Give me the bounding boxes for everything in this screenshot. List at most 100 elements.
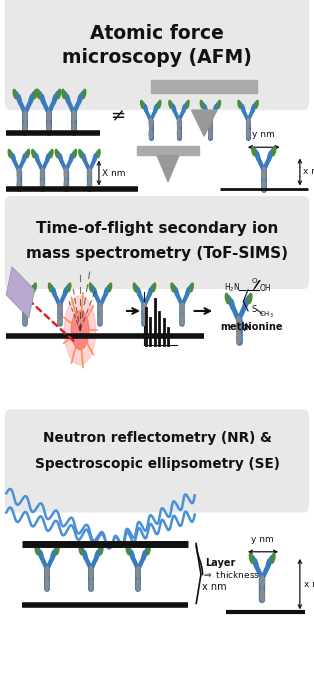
Ellipse shape	[97, 149, 100, 158]
Ellipse shape	[32, 149, 35, 158]
Ellipse shape	[50, 149, 53, 158]
Ellipse shape	[29, 94, 33, 104]
Ellipse shape	[79, 546, 83, 555]
Ellipse shape	[73, 149, 77, 158]
FancyBboxPatch shape	[5, 0, 309, 110]
Ellipse shape	[35, 154, 39, 162]
Ellipse shape	[64, 168, 68, 179]
Ellipse shape	[45, 566, 49, 579]
Ellipse shape	[136, 579, 140, 591]
Ellipse shape	[37, 89, 40, 98]
Ellipse shape	[22, 154, 26, 162]
Ellipse shape	[79, 149, 82, 158]
Text: Spectroscopic ellipsometry (SE): Spectroscopic ellipsometry (SE)	[35, 457, 279, 471]
Ellipse shape	[260, 589, 264, 601]
Ellipse shape	[46, 154, 49, 162]
Ellipse shape	[72, 110, 76, 122]
Ellipse shape	[47, 110, 51, 122]
Ellipse shape	[41, 168, 44, 179]
Text: H$_2$N: H$_2$N	[224, 281, 241, 294]
Text: CH$_3$: CH$_3$	[259, 310, 274, 320]
Ellipse shape	[186, 100, 189, 108]
Ellipse shape	[45, 579, 49, 591]
Text: OH: OH	[259, 284, 271, 294]
Text: X nm: X nm	[102, 169, 126, 178]
Ellipse shape	[13, 89, 17, 98]
Text: Atomic force: Atomic force	[90, 23, 224, 43]
Ellipse shape	[136, 566, 140, 579]
Ellipse shape	[35, 546, 39, 555]
Ellipse shape	[268, 151, 272, 161]
Ellipse shape	[249, 553, 253, 563]
Ellipse shape	[241, 105, 245, 113]
Ellipse shape	[254, 559, 258, 569]
Ellipse shape	[24, 303, 27, 314]
Ellipse shape	[17, 179, 20, 190]
Ellipse shape	[225, 293, 229, 304]
Ellipse shape	[14, 283, 17, 292]
Ellipse shape	[69, 154, 73, 162]
Text: $\Rightarrow$ thickness: $\Rightarrow$ thickness	[202, 569, 260, 580]
Ellipse shape	[262, 180, 266, 192]
Ellipse shape	[130, 550, 134, 560]
Ellipse shape	[143, 314, 146, 325]
Polygon shape	[192, 110, 217, 136]
Ellipse shape	[58, 303, 61, 314]
Text: Neutron reflectometry (NR) &: Neutron reflectometry (NR) &	[43, 431, 271, 445]
Ellipse shape	[133, 283, 137, 292]
Ellipse shape	[100, 546, 103, 555]
Text: Layer: Layer	[205, 559, 236, 568]
Ellipse shape	[148, 288, 152, 297]
Ellipse shape	[209, 118, 212, 128]
Ellipse shape	[82, 89, 86, 98]
Text: x nm: x nm	[304, 580, 314, 590]
Ellipse shape	[172, 105, 176, 113]
Ellipse shape	[89, 566, 93, 579]
Ellipse shape	[51, 550, 55, 560]
Ellipse shape	[238, 100, 241, 108]
Ellipse shape	[83, 154, 86, 162]
Ellipse shape	[218, 100, 220, 108]
Text: O: O	[252, 278, 257, 283]
Ellipse shape	[246, 129, 250, 138]
Bar	[137, 146, 199, 155]
Ellipse shape	[93, 288, 97, 297]
Ellipse shape	[262, 167, 266, 180]
Ellipse shape	[243, 299, 247, 310]
Ellipse shape	[158, 100, 161, 108]
Ellipse shape	[230, 299, 234, 310]
Text: x nm: x nm	[303, 167, 314, 177]
Ellipse shape	[181, 303, 184, 314]
Ellipse shape	[95, 550, 99, 560]
Ellipse shape	[56, 546, 59, 555]
Ellipse shape	[209, 129, 212, 138]
Ellipse shape	[29, 288, 32, 297]
Text: Time-of-flight secondary ion: Time-of-flight secondary ion	[36, 221, 278, 236]
Ellipse shape	[147, 546, 150, 555]
Text: x nm: x nm	[202, 582, 226, 592]
Ellipse shape	[169, 100, 172, 108]
Bar	[151, 80, 257, 93]
Ellipse shape	[66, 94, 70, 104]
Ellipse shape	[68, 283, 71, 292]
FancyBboxPatch shape	[5, 196, 309, 289]
Ellipse shape	[58, 314, 61, 325]
FancyBboxPatch shape	[6, 267, 35, 318]
Ellipse shape	[63, 288, 67, 297]
Text: S: S	[252, 305, 257, 314]
Ellipse shape	[89, 283, 93, 292]
Ellipse shape	[126, 546, 130, 555]
Ellipse shape	[62, 89, 65, 98]
Ellipse shape	[186, 288, 189, 297]
Ellipse shape	[23, 122, 27, 135]
Ellipse shape	[99, 314, 102, 325]
Ellipse shape	[246, 118, 250, 128]
Polygon shape	[157, 155, 179, 182]
Ellipse shape	[104, 288, 108, 297]
Ellipse shape	[89, 579, 93, 591]
Ellipse shape	[237, 316, 241, 330]
Text: y nm: y nm	[252, 130, 275, 139]
Ellipse shape	[237, 331, 241, 344]
Ellipse shape	[83, 550, 87, 560]
Ellipse shape	[272, 147, 276, 155]
